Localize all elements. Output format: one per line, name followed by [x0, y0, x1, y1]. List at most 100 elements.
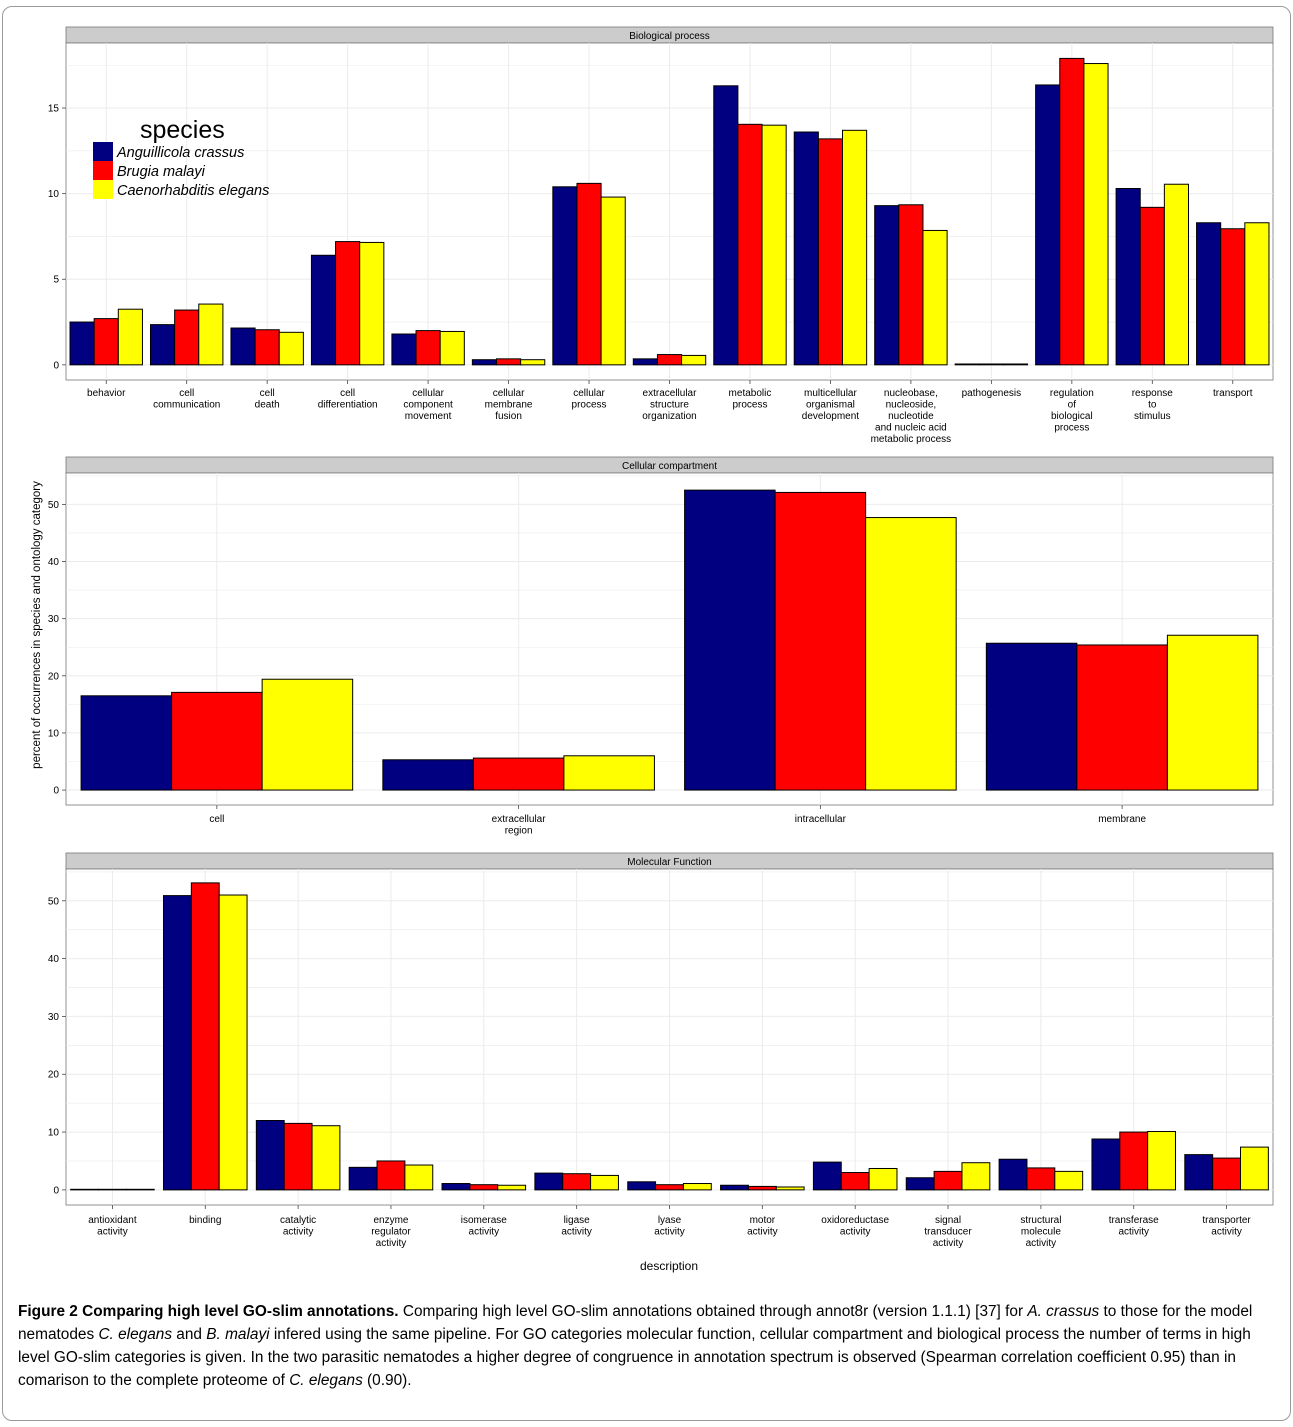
bar	[469, 1184, 499, 1191]
x-tick-label: cell differentiation	[318, 388, 378, 411]
bar	[190, 882, 220, 1191]
bar	[1139, 206, 1165, 366]
bar	[1054, 1170, 1084, 1191]
y-tick-label: 40	[48, 954, 60, 965]
x-axis-label: description	[640, 1259, 698, 1273]
y-tick-label: 10	[48, 189, 60, 200]
bar	[311, 1125, 341, 1191]
x-tick-label: cellular component movement	[403, 388, 453, 422]
bar	[218, 894, 248, 1191]
bar	[1091, 1138, 1121, 1191]
panel-2: Cellular compartment 0 10 20 30 40 50 cell extra…	[48, 456, 1274, 837]
bar	[737, 123, 763, 366]
figure-caption: Figure 2 Comparing high level GO-slim an…	[18, 1300, 1273, 1392]
y-tick-label: 30	[48, 614, 60, 625]
bar	[868, 1167, 898, 1191]
x-tick-label: metabolic process	[729, 388, 772, 411]
caption-title: Figure 2 Comparing high level GO-slim an…	[18, 1303, 399, 1320]
bar	[261, 678, 354, 791]
x-tick-label: extracellular structure organization	[642, 388, 697, 422]
bar	[922, 229, 948, 366]
caption-text-3: and	[172, 1326, 207, 1343]
bar	[961, 1162, 991, 1191]
bar	[376, 1160, 406, 1191]
y-tick-label: 5	[53, 275, 59, 286]
bar	[125, 1188, 155, 1191]
bar	[404, 1164, 434, 1191]
x-tick-label: structural molecule activity	[1020, 1215, 1061, 1249]
caption-species-c2: C. elegans	[289, 1372, 363, 1389]
x-tick-label: transferase activity	[1109, 1215, 1159, 1238]
bar	[1240, 1146, 1269, 1191]
bar	[80, 695, 173, 791]
caption-species-a: A. crassus	[1027, 1303, 1100, 1320]
bar	[576, 182, 602, 366]
bar	[747, 1185, 777, 1191]
bar	[898, 204, 924, 366]
bar	[471, 359, 497, 366]
bar	[1076, 644, 1168, 791]
bar	[713, 85, 739, 366]
bar	[905, 1177, 935, 1191]
bar	[562, 1173, 592, 1191]
bar	[254, 329, 280, 366]
bar	[472, 757, 565, 791]
y-tick-label: 0	[53, 360, 59, 371]
bar	[415, 330, 441, 366]
x-tick-label: signal transducer activity	[924, 1215, 972, 1249]
panel-3: Molecular Function 0 10 20 30 40 50 antioxidant…	[48, 852, 1274, 1249]
bar	[632, 358, 658, 366]
x-tick-label: cellular process	[572, 388, 607, 411]
bar	[682, 1183, 712, 1191]
bar	[520, 359, 546, 366]
caption-text-2: to those for the model nematodes	[18, 1303, 1253, 1343]
bar	[793, 131, 819, 366]
bar	[497, 1184, 527, 1191]
y-tick-label: 20	[48, 1070, 60, 1081]
legend-label: Brugia malayi	[117, 164, 206, 180]
y-tick-label: 20	[48, 671, 60, 682]
bar	[1119, 1131, 1149, 1191]
bar	[441, 1183, 471, 1191]
legend-label: Anguillicola crassus	[116, 145, 244, 161]
bar	[812, 1161, 842, 1191]
caption-text-1: Comparing high level GO-slim annotations…	[398, 1303, 1028, 1320]
x-tick-label: motor activity	[747, 1215, 778, 1238]
x-tick-label: intracellular	[795, 814, 847, 825]
bar	[1220, 228, 1246, 366]
x-tick-label: regulation of biological process	[1050, 388, 1094, 434]
bar	[840, 1172, 870, 1191]
bar	[761, 124, 787, 366]
bar	[874, 205, 900, 366]
bar	[255, 1120, 285, 1191]
x-tick-label: membrane	[1098, 814, 1146, 825]
caption-text-4: infered using the same pipeline. For GO …	[18, 1326, 1251, 1389]
x-tick-label: transporter activity	[1202, 1215, 1251, 1238]
y-tick-label: 30	[48, 1012, 60, 1023]
x-tick-label: behavior	[87, 388, 126, 399]
bar	[174, 309, 200, 366]
bar	[1026, 1167, 1056, 1191]
panel-title: Molecular Function	[627, 857, 711, 868]
y-tick-label: 15	[48, 104, 60, 115]
bar	[720, 1184, 749, 1191]
bar	[1166, 634, 1259, 791]
bar	[278, 331, 304, 366]
y-tick-label: 50	[48, 896, 60, 907]
panel-title: Cellular compartment	[622, 461, 717, 472]
bar	[1035, 84, 1061, 366]
y-tick-label: 50	[48, 500, 60, 511]
x-tick-label: cell death	[255, 388, 280, 411]
bar	[1196, 222, 1222, 366]
bar	[865, 517, 957, 791]
bar	[359, 241, 385, 366]
x-tick-label: multicellular organismal development	[802, 388, 859, 422]
bar	[681, 354, 707, 366]
legend-swatch	[93, 142, 113, 161]
x-tick-label: oxidoreductase activity	[821, 1215, 889, 1238]
bar	[775, 1186, 805, 1191]
bar	[552, 186, 578, 366]
y-axis-label: percent of occurrences in species and on…	[31, 481, 43, 769]
